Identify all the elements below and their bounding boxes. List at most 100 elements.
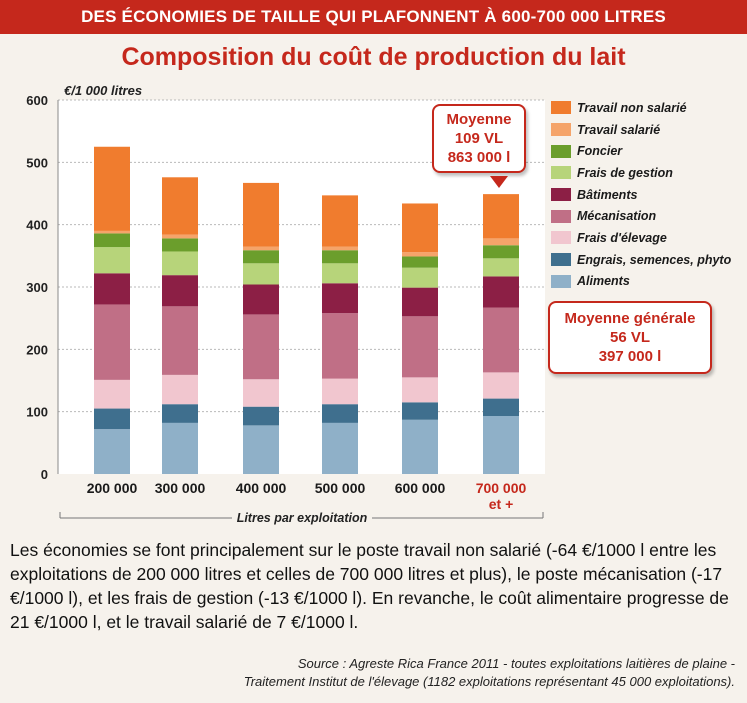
legend-item: Bâtiments (551, 184, 741, 206)
legend-item: Engrais, semences, phyto (551, 249, 741, 271)
x-tick-label: 200 000 (87, 480, 138, 496)
legend-swatch (551, 166, 571, 180)
bar-segment (94, 304, 130, 380)
legend-label: Engrais, semences, phyto (577, 252, 732, 267)
bar-segment (322, 378, 358, 405)
bar-segment (402, 316, 438, 378)
x-tick-label: 500 000 (315, 480, 366, 496)
legend-label: Travail non salarié (577, 100, 687, 115)
legend-label: Foncier (577, 144, 623, 159)
legend-swatch (551, 274, 571, 288)
bar-segment (322, 422, 358, 474)
bar-segment (402, 256, 438, 268)
bar-segment (402, 419, 438, 474)
x-tick-label: 300 000 (155, 480, 206, 496)
callout-average-line-2: 109 VL (454, 130, 504, 147)
bar-segment (483, 307, 519, 373)
bar-segment (162, 275, 198, 307)
bar-segment (243, 379, 279, 407)
bar-segment (402, 252, 438, 257)
x-tick-label: 600 000 (395, 480, 446, 496)
bar-segment (94, 233, 130, 248)
callout-general-average: Moyenne générale 56 VL 397 000 l (548, 301, 712, 374)
bar-segment (162, 374, 198, 405)
legend-label: Bâtiments (577, 187, 638, 202)
bar-segment (322, 263, 358, 284)
bar-segment (483, 245, 519, 259)
legend-swatch (551, 123, 571, 137)
legend-item: Foncier (551, 140, 741, 162)
bar-segment (94, 408, 130, 430)
legend-item: Frais d'élevage (551, 227, 741, 249)
caption-text: Les économies se font principalement sur… (10, 540, 729, 632)
bar-segment (94, 247, 130, 274)
bar-segment (243, 425, 279, 474)
bar-segment (162, 238, 198, 252)
legend-swatch (551, 144, 571, 158)
bar-segment (483, 238, 519, 246)
legend-label: Aliments (577, 274, 630, 289)
callout-average-line-3: 863 000 l (447, 149, 511, 166)
callout-average-line-1: Moyenne (446, 111, 512, 128)
bar-segment (402, 203, 438, 253)
bar-segment (483, 398, 519, 417)
source-line-2: Traitement Institut de l'élevage (1182 e… (243, 674, 735, 689)
bar-segment (322, 246, 358, 251)
legend-item: Frais de gestion (551, 162, 741, 184)
legend-label: Frais d'élevage (577, 230, 667, 245)
bar-segment (483, 194, 519, 239)
legend-label: Frais de gestion (577, 165, 673, 180)
source-note: Source : Agreste Rica France 2011 - tout… (35, 655, 735, 691)
legend-swatch (551, 209, 571, 223)
legend-item: Mécanisation (551, 205, 741, 227)
banner-title: DES ÉCONOMIES DE TAILLE QUI PLAFONNENT À… (0, 0, 747, 34)
bar-segment (322, 283, 358, 314)
legend-swatch (551, 188, 571, 202)
bar-segment (94, 230, 130, 234)
bar-segment (402, 402, 438, 420)
bar-segment (162, 404, 198, 423)
bar-segment (243, 263, 279, 285)
bar-segment (483, 372, 519, 399)
y-tick-label: 600 (26, 93, 48, 108)
callout-arrow-icon (490, 176, 508, 188)
bar-segment (322, 195, 358, 247)
y-tick-label: 300 (26, 280, 48, 295)
legend-item: Aliments (551, 271, 741, 293)
legend-item: Travail non salarié (551, 97, 741, 119)
x-axis-label: Litres par exploitation (237, 511, 368, 525)
y-tick-label: 100 (26, 405, 48, 420)
legend-swatch (551, 231, 571, 245)
legend-item: Travail salarié (551, 119, 741, 141)
chart-title: Composition du coût de production du lai… (121, 43, 626, 71)
bar-segment (322, 250, 358, 264)
y-axis-label: €/1 000 litres (64, 83, 142, 98)
bar-segment (243, 284, 279, 315)
bar-segment (94, 146, 130, 231)
y-tick-label: 200 (26, 342, 48, 357)
bar-segment (483, 416, 519, 474)
bar-segment (162, 422, 198, 474)
callout-average: Moyenne 109 VL 863 000 l (432, 104, 526, 173)
callout-general-line-1: Moyenne générale (564, 310, 696, 327)
bar-segment (243, 246, 279, 251)
bar-segment (162, 306, 198, 375)
x-tick-label: et + (489, 496, 514, 512)
y-tick-label: 400 (26, 218, 48, 233)
bar-segment (402, 287, 438, 317)
chart-legend: Travail non salarié Travail salarié Foncie… (551, 97, 741, 292)
bar-segment (402, 267, 438, 288)
legend-swatch (551, 101, 571, 115)
bar-segment (243, 406, 279, 426)
bar-segment (322, 313, 358, 379)
bar-segment (162, 234, 198, 239)
bar-segment (94, 429, 130, 474)
legend-label: Mécanisation (577, 209, 657, 224)
bar-segment (162, 177, 198, 235)
bar-segment (243, 250, 279, 264)
bar-segment (402, 377, 438, 403)
bar-segment (94, 273, 130, 305)
bar-segment (322, 404, 358, 423)
bar-segment (483, 276, 519, 308)
y-tick-label: 500 (26, 155, 48, 170)
